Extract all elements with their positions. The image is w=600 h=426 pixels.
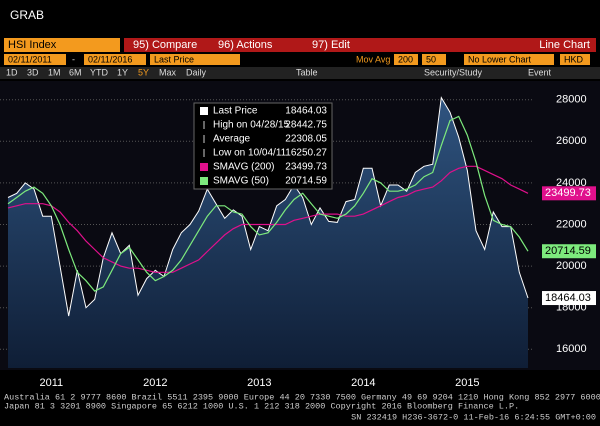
- range-bar: [0, 67, 600, 79]
- separator: -: [72, 54, 75, 64]
- frequency[interactable]: Daily: [186, 67, 207, 77]
- legend-label: Low on 10/04/11: [213, 148, 287, 159]
- period-field[interactable]: [422, 54, 446, 65]
- menu-button[interactable]: 97) Edit: [312, 39, 350, 51]
- menu-button[interactable]: 95) Compare: [133, 39, 197, 51]
- last-value-label: 23499.73: [545, 187, 591, 199]
- study-button[interactable]: Security/Study: [424, 67, 483, 77]
- y-tick-label: 16000: [556, 343, 587, 355]
- menu-button[interactable]: 96) Actions: [218, 39, 273, 51]
- study: Mov Avg: [356, 54, 390, 64]
- window-title: GRAB: [10, 8, 44, 22]
- legend-swatch: [200, 107, 208, 115]
- last-value-label: 20714.59: [545, 245, 591, 257]
- x-tick-label: 2011: [40, 377, 64, 389]
- field: Last Price: [154, 54, 194, 64]
- footer-line: Australia 61 2 9777 8600 Brazil 5511 239…: [4, 392, 600, 402]
- lower-chart: No Lower Chart: [468, 54, 532, 64]
- legend-swatch: [200, 163, 208, 171]
- range-button[interactable]: 1Y: [117, 67, 128, 77]
- y-tick-label: 28000: [556, 94, 587, 106]
- last-value-tag: [542, 244, 596, 259]
- x-tick-label: 2014: [351, 377, 375, 389]
- security-field[interactable]: [4, 38, 120, 52]
- legend: [193, 102, 333, 190]
- range-button[interactable]: 1M: [48, 67, 61, 77]
- date-field[interactable]: [84, 54, 146, 65]
- y-tick-label: 24000: [556, 177, 587, 189]
- last-value-tag: [542, 186, 596, 201]
- period: 50: [426, 54, 436, 64]
- x-tick-label: 2013: [247, 377, 271, 389]
- range-button[interactable]: 6M: [69, 67, 82, 77]
- last-value-tag: [542, 291, 596, 306]
- y-tick-label: 22000: [556, 218, 587, 230]
- legend-value: 22308.05: [285, 134, 327, 145]
- legend-label: SMAVG (50): [213, 176, 269, 187]
- start-date: 02/11/2011: [8, 54, 52, 64]
- range-button[interactable]: 3D: [27, 67, 39, 77]
- currency: HKD: [564, 54, 584, 64]
- lower-select[interactable]: [464, 54, 554, 65]
- legend-value: 20714.59: [285, 176, 327, 187]
- legend-label: Last Price: [213, 106, 258, 117]
- range-button[interactable]: YTD: [90, 67, 109, 77]
- footer-line: Japan 81 3 3201 8900 Singapore 65 6212 1…: [4, 401, 519, 411]
- period: 200: [398, 54, 413, 64]
- x-tick-label: 2015: [455, 377, 479, 389]
- y-tick-label: 26000: [556, 135, 587, 147]
- security: HSI Index: [8, 39, 57, 51]
- range-button[interactable]: 1D: [6, 67, 18, 77]
- x-tick-label: 2012: [143, 377, 167, 389]
- legend-label: SMAVG (200): [213, 162, 275, 173]
- range-button[interactable]: Max: [159, 67, 177, 77]
- footer-line: SN 232419 H236-3672-0 11-Feb-16 6:24:55 …: [351, 412, 596, 422]
- last-value-label: 18464.03: [545, 292, 591, 304]
- legend-value: 18464.03: [285, 106, 327, 117]
- view-name: Line Chart: [539, 39, 590, 51]
- legend-label: High on 04/28/15: [213, 120, 290, 131]
- legend-label: Average: [213, 134, 251, 145]
- currency-select[interactable]: [560, 54, 590, 65]
- legend-value: 23499.73: [285, 162, 327, 173]
- series-line: [7, 96, 529, 317]
- series-line: [7, 165, 529, 273]
- period-field[interactable]: [394, 54, 418, 65]
- end-date: 02/11/2016: [88, 54, 132, 64]
- legend-value: 16250.27: [285, 148, 327, 159]
- legend-swatch: [200, 177, 208, 185]
- legend-value: 28442.75: [285, 120, 327, 131]
- event-button[interactable]: Event: [528, 67, 552, 77]
- date-field[interactable]: [4, 54, 66, 65]
- menu-bar: [124, 38, 596, 52]
- table-button[interactable]: Table: [296, 67, 318, 77]
- field-select[interactable]: [150, 54, 240, 65]
- series-line: [7, 115, 529, 292]
- y-tick-label: 20000: [556, 260, 587, 272]
- range-button[interactable]: 5Y: [138, 67, 149, 77]
